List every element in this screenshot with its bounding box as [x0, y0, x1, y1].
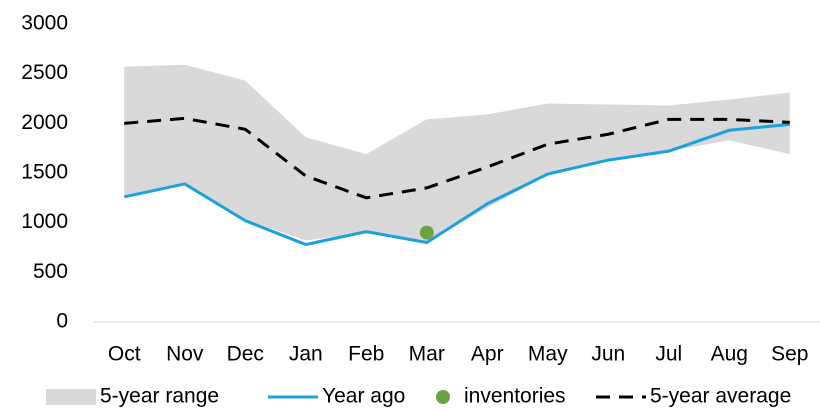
y-tick-label: 2500 — [21, 61, 68, 84]
x-tick-label: Dec — [227, 343, 264, 366]
y-tick-label: 500 — [33, 260, 68, 283]
x-tick-label: Aug — [711, 343, 748, 366]
x-tick-label: Feb — [348, 343, 384, 366]
range-area — [124, 64, 790, 243]
x-tick-label: Jul — [655, 343, 682, 366]
legend-swatch — [46, 389, 96, 405]
point — [419, 225, 434, 240]
legend-label: inventories — [464, 385, 566, 408]
legend-label: 5-year range — [100, 385, 219, 408]
x-tick-label: Sep — [771, 343, 808, 366]
x-tick-label: Oct — [108, 343, 141, 366]
y-tick-label: 3000 — [21, 12, 68, 35]
x-tick-label: Jun — [591, 343, 625, 366]
legend-label: 5-year average — [650, 385, 791, 408]
y-tick-label: 2000 — [21, 111, 68, 134]
legend-label: Year ago — [322, 385, 405, 408]
series-line — [124, 116, 790, 200]
x-tick-label: Jan — [289, 343, 323, 366]
y-tick-label: 1500 — [21, 161, 68, 184]
x-tick-label: Mar — [409, 343, 445, 366]
legend-swatch — [436, 390, 450, 404]
series-line — [123, 122, 790, 247]
y-tick-label: 0 — [56, 310, 68, 333]
y-tick-label: 1000 — [21, 210, 68, 233]
x-tick-label: Apr — [471, 343, 504, 366]
x-tick-label: Nov — [166, 343, 204, 366]
x-tick-label: May — [528, 343, 568, 366]
